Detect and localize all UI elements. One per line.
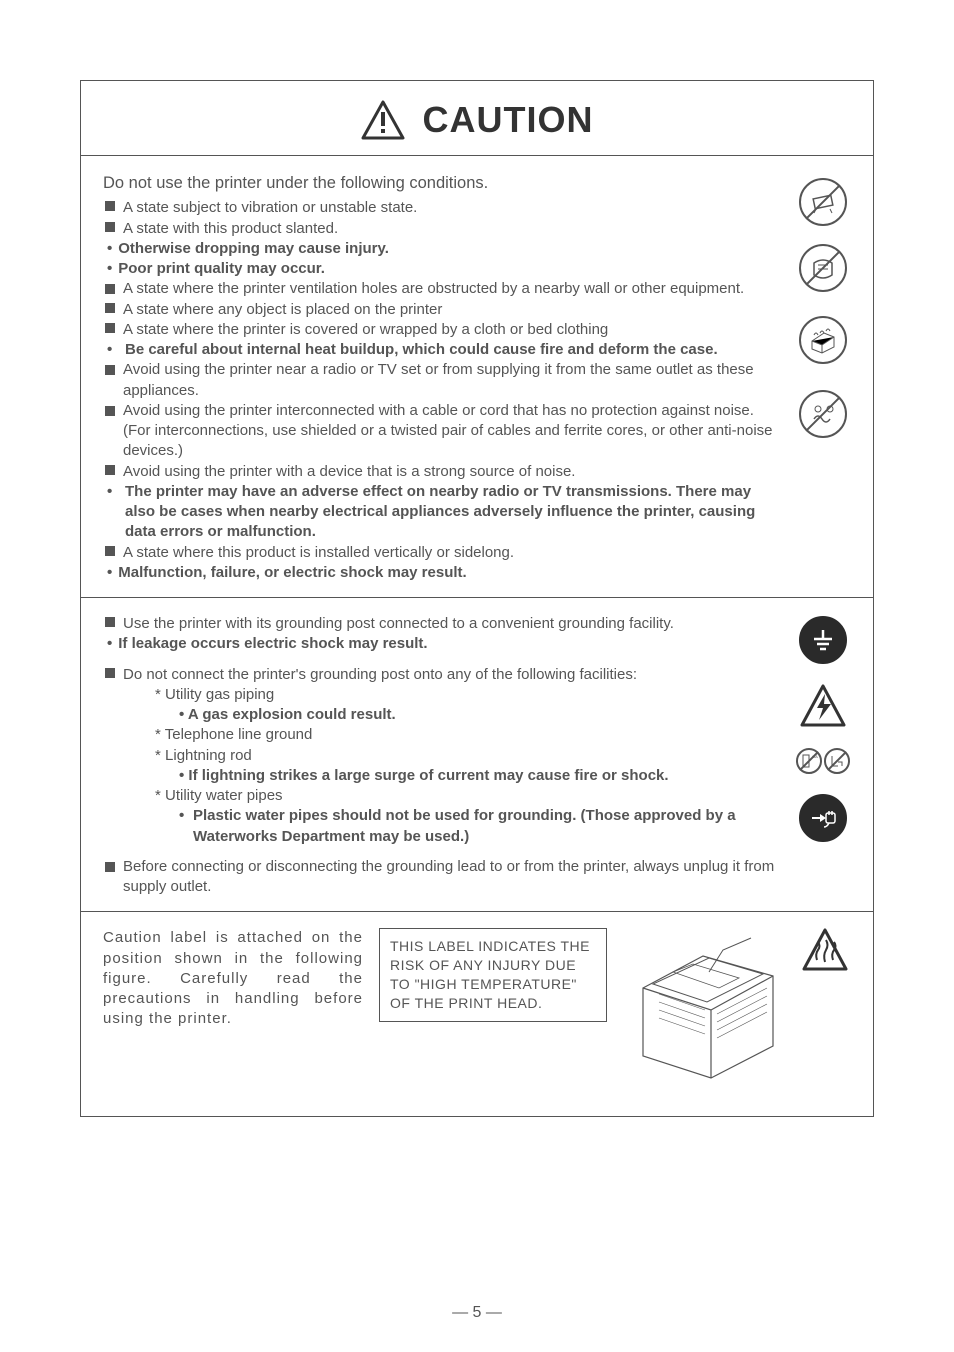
no-cover-icon [799,244,847,292]
caution-box: CAUTION Do not use the printer under the… [80,80,874,1117]
s1-item-10: Avoid using the printer with a device th… [123,463,575,480]
page-number: — 5 — [0,1304,954,1322]
s1-item-9: Avoid using the printer interconnected w… [123,401,777,462]
printer-diagram-icon [623,928,793,1088]
no-noise-icon [799,390,847,438]
s2-line1: Use the printer with its grounding post … [123,615,674,632]
s2-line3: Do not connect the printer's grounding p… [123,666,637,683]
caution-printer-icon [799,316,847,364]
label-box-text: THIS LABEL INDICATES THE RISK OF ANY INJ… [379,928,607,1022]
s1-item-1: A state with this product slanted. [123,220,338,237]
warning-triangle-icon [361,100,405,140]
section-conditions: Do not use the printer under the followi… [81,156,873,597]
caution-header: CAUTION [81,81,873,156]
s1-item-13: Malfunction, failure, or electric shock … [118,564,466,581]
s1-item-8: Avoid using the printer near a radio or … [123,360,777,401]
no-gas-icon: GAS [796,748,822,774]
lead-text: Do not use the printer under the followi… [103,172,777,194]
s1-item-11: The printer may have an adverse effect o… [125,482,777,543]
ground-icon [799,616,847,664]
caution-title: CAUTION [423,99,594,141]
s2-sub-3: Lightning rod [165,747,252,764]
no-unstable-icon [799,178,847,226]
s2-line2: If leakage occurs electric shock may res… [118,635,427,652]
s1-item-4: A state where the printer ventilation ho… [123,279,777,299]
no-water-icon [824,748,850,774]
hot-surface-icon [801,928,849,972]
electric-shock-icon [799,684,847,728]
s2-sub-0: Utility gas piping [165,686,274,703]
s1-item-3: Poor print quality may occur. [118,260,325,277]
s2-sub-5: Utility water pipes [165,787,283,804]
s2-sub-6: Plastic water pipes should not be used f… [193,806,777,847]
s2-line4: Before connecting or disconnecting the g… [123,857,777,898]
unplug-icon [799,794,847,842]
section-grounding: Use the printer with its grounding post … [81,597,873,911]
s2-sub-1: A gas explosion could result. [188,706,396,723]
section-label: Caution label is attached on the positio… [81,911,873,1116]
s1-item-12: A state where this product is installed … [123,544,514,561]
s2-sub-2: Telephone line ground [165,726,313,743]
s1-item-7: Be careful about internal heat buildup, … [125,340,777,360]
s1-item-0: A state subject to vibration or unstable… [123,199,417,216]
s2-sub-4: If lightning strikes a large surge of cu… [188,767,668,784]
s1-item-2: Otherwise dropping may cause injury. [118,240,389,257]
s1-item-6: A state where the printer is covered or … [123,321,608,338]
s1-item-5: A state where any object is placed on th… [123,301,442,318]
label-intro: Caution label is attached on the positio… [103,928,363,1029]
